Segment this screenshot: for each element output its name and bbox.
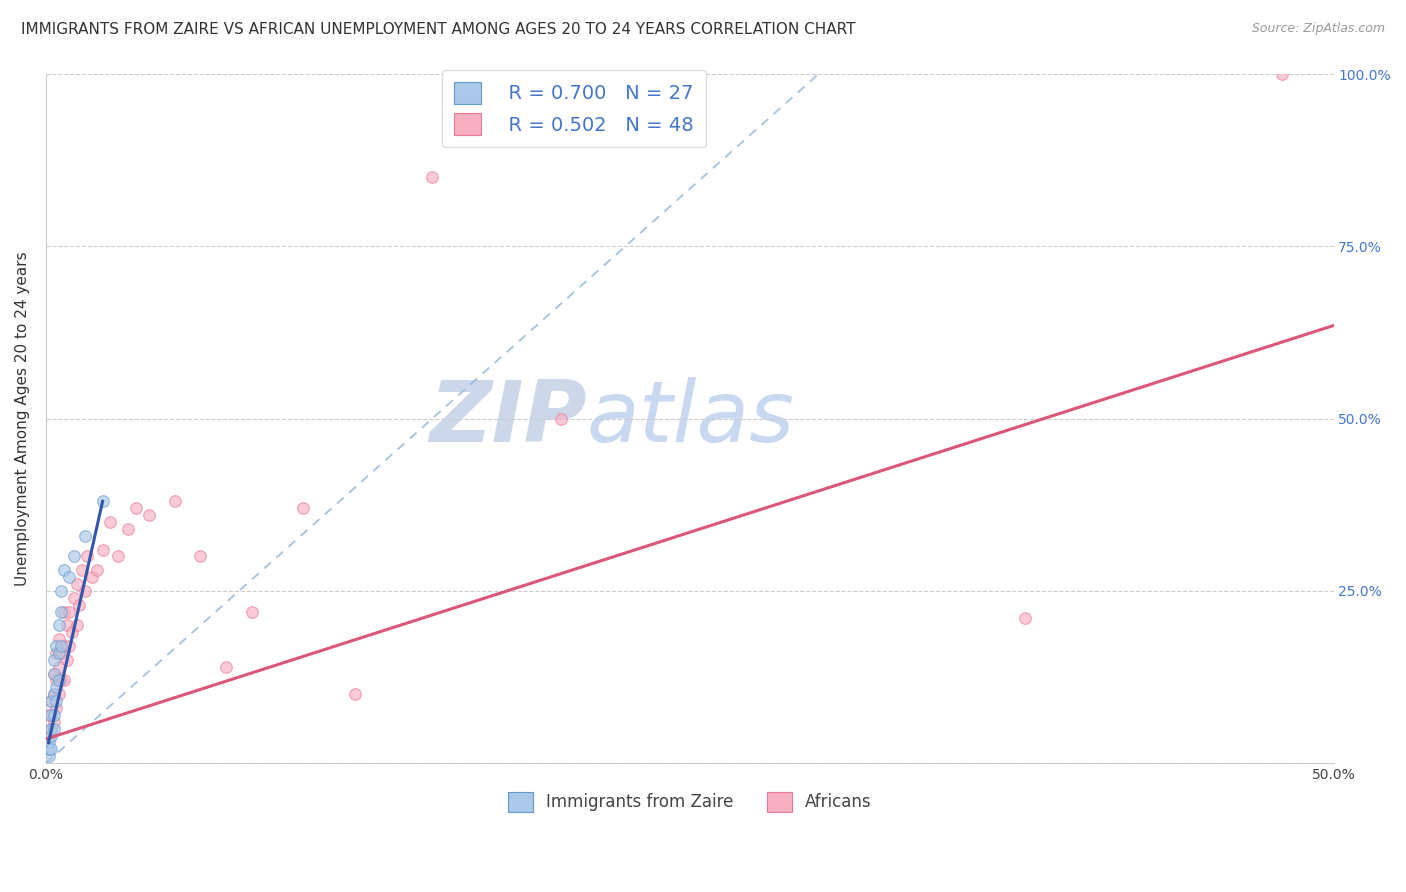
Point — [45, 646, 67, 660]
Point — [38, 749, 60, 764]
Point — [53, 639, 76, 653]
Point — [66, 577, 89, 591]
Legend: Immigrants from Zaire, Africans: Immigrants from Zaire, Africans — [496, 780, 883, 823]
Point — [190, 549, 212, 564]
Point — [98, 515, 121, 529]
Point — [215, 659, 238, 673]
Point — [550, 411, 572, 425]
Point — [42, 707, 65, 722]
Point — [42, 666, 65, 681]
Point — [76, 549, 98, 564]
Point — [55, 618, 77, 632]
Point — [45, 681, 67, 695]
Point — [51, 605, 73, 619]
Point — [38, 735, 60, 749]
Point — [48, 673, 70, 688]
Point — [39, 722, 62, 736]
Point — [292, 501, 315, 516]
Point — [240, 605, 263, 619]
Text: ZIP: ZIP — [429, 377, 586, 460]
Point — [42, 666, 65, 681]
Point — [39, 742, 62, 756]
Point — [53, 673, 76, 688]
Point — [39, 707, 62, 722]
Point — [91, 494, 114, 508]
Point — [343, 687, 366, 701]
Point — [73, 583, 96, 598]
Text: atlas: atlas — [586, 377, 794, 460]
Point — [73, 529, 96, 543]
Point — [91, 542, 114, 557]
Point — [107, 549, 129, 564]
Point — [58, 639, 80, 653]
Point — [86, 563, 108, 577]
Point — [1014, 611, 1036, 625]
Point — [58, 570, 80, 584]
Point — [45, 673, 67, 688]
Text: IMMIGRANTS FROM ZAIRE VS AFRICAN UNEMPLOYMENT AMONG AGES 20 TO 24 YEARS CORRELAT: IMMIGRANTS FROM ZAIRE VS AFRICAN UNEMPLO… — [21, 22, 856, 37]
Point — [70, 563, 93, 577]
Point — [60, 625, 83, 640]
Point — [51, 639, 73, 653]
Point — [55, 653, 77, 667]
Point — [42, 722, 65, 736]
Point — [51, 673, 73, 688]
Point — [138, 508, 160, 522]
Point — [48, 646, 70, 660]
Point — [45, 639, 67, 653]
Point — [420, 170, 443, 185]
Point — [48, 618, 70, 632]
Point — [42, 687, 65, 701]
Point — [51, 646, 73, 660]
Point — [48, 659, 70, 673]
Point — [42, 714, 65, 729]
Point — [66, 618, 89, 632]
Point — [117, 522, 139, 536]
Point — [58, 605, 80, 619]
Point — [82, 570, 104, 584]
Point — [38, 742, 60, 756]
Point — [63, 591, 86, 605]
Point — [38, 729, 60, 743]
Point — [39, 722, 62, 736]
Point — [42, 687, 65, 701]
Point — [69, 598, 91, 612]
Point — [39, 729, 62, 743]
Text: Source: ZipAtlas.com: Source: ZipAtlas.com — [1251, 22, 1385, 36]
Y-axis label: Unemployment Among Ages 20 to 24 years: Unemployment Among Ages 20 to 24 years — [15, 252, 30, 586]
Point — [38, 707, 60, 722]
Point — [125, 501, 148, 516]
Point — [63, 549, 86, 564]
Point — [42, 653, 65, 667]
Point — [39, 694, 62, 708]
Point — [45, 694, 67, 708]
Point — [53, 605, 76, 619]
Point — [39, 694, 62, 708]
Point — [48, 687, 70, 701]
Point — [163, 494, 186, 508]
Point — [51, 583, 73, 598]
Point — [45, 701, 67, 715]
Point — [1271, 67, 1294, 81]
Point — [53, 563, 76, 577]
Point — [48, 632, 70, 646]
